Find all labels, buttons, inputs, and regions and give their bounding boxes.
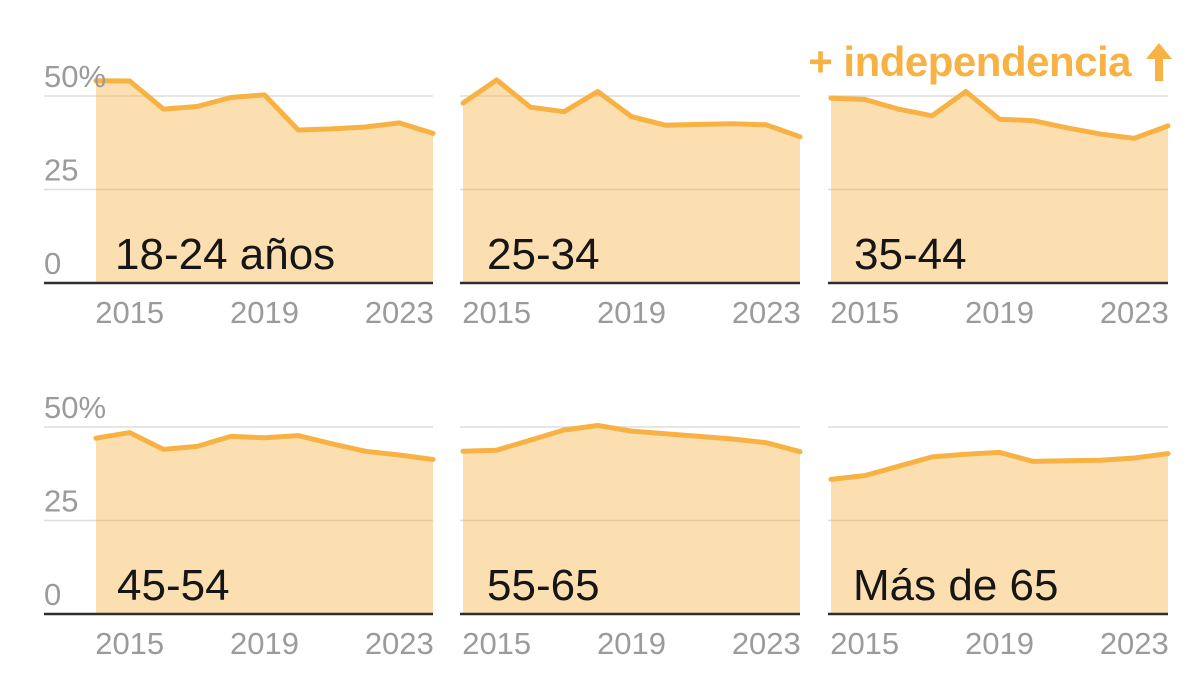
x-tick-label: 2019 [597, 626, 666, 661]
panel-label-55-65: 55-65 [487, 561, 600, 610]
area-fill [463, 425, 800, 614]
x-tick-label: 2023 [365, 295, 434, 330]
y-tick-label: 50% [44, 390, 106, 425]
panel-25-34: 2015 2019 2023 [460, 77, 803, 330]
x-tick-label: 2015 [462, 626, 531, 661]
x-tick-label: 2019 [597, 295, 666, 330]
trend-line [460, 423, 803, 455]
x-tick-label: 2023 [1100, 295, 1169, 330]
panel-18-24-anos: 2015 2019 2023 0 25 50% [44, 59, 436, 330]
x-tick-label: 2023 [365, 626, 434, 661]
panel-45-54: 2015 2019 2023 0 25 50% [44, 390, 436, 661]
panel-label-mas-de-65: Más de 65 [853, 561, 1059, 610]
panel-55-65: 2015 2019 2023 [460, 423, 803, 661]
x-tick-label: 2019 [965, 626, 1034, 661]
trend-line [828, 449, 1171, 482]
area-fill [96, 432, 433, 614]
trend-line [460, 77, 803, 140]
x-tick-label: 2019 [230, 626, 299, 661]
panel-mas-de-65: 2015 2019 2023 [828, 426, 1171, 661]
area-fill [463, 79, 800, 284]
panel-label-18-24: 18-24 años [115, 230, 336, 279]
panel-label-25-34: 25-34 [487, 230, 600, 279]
panel-35-44: 2015 2019 2023 [828, 89, 1171, 330]
y-tick-label: 0 [44, 577, 61, 612]
x-tick-label: 2015 [830, 626, 899, 661]
area-fill [831, 91, 1168, 283]
x-tick-label: 2019 [965, 295, 1034, 330]
chart-title: + independencia [808, 41, 1174, 83]
up-arrow-icon [1146, 43, 1172, 81]
panel-label-45-54: 45-54 [117, 561, 230, 610]
x-tick-label: 2015 [95, 295, 164, 330]
x-tick-label: 2015 [462, 295, 531, 330]
x-tick-label: 2015 [830, 295, 899, 330]
y-tick-label: 25 [44, 153, 78, 188]
x-tick-label: 2023 [732, 626, 801, 661]
y-tick-label: 50% [44, 59, 106, 94]
y-tick-label: 0 [44, 246, 61, 281]
chart-title-text: + independencia [808, 38, 1131, 85]
x-tick-label: 2015 [95, 626, 164, 661]
trend-line [93, 430, 436, 462]
x-tick-label: 2023 [732, 295, 801, 330]
x-tick-label: 2019 [230, 295, 299, 330]
x-tick-label: 2023 [1100, 626, 1169, 661]
area-fill [96, 80, 433, 283]
trend-line [828, 89, 1171, 141]
panel-label-35-44: 35-44 [854, 230, 967, 279]
area-fill [831, 452, 1168, 614]
trend-line [93, 78, 436, 136]
y-tick-label: 25 [44, 484, 78, 519]
